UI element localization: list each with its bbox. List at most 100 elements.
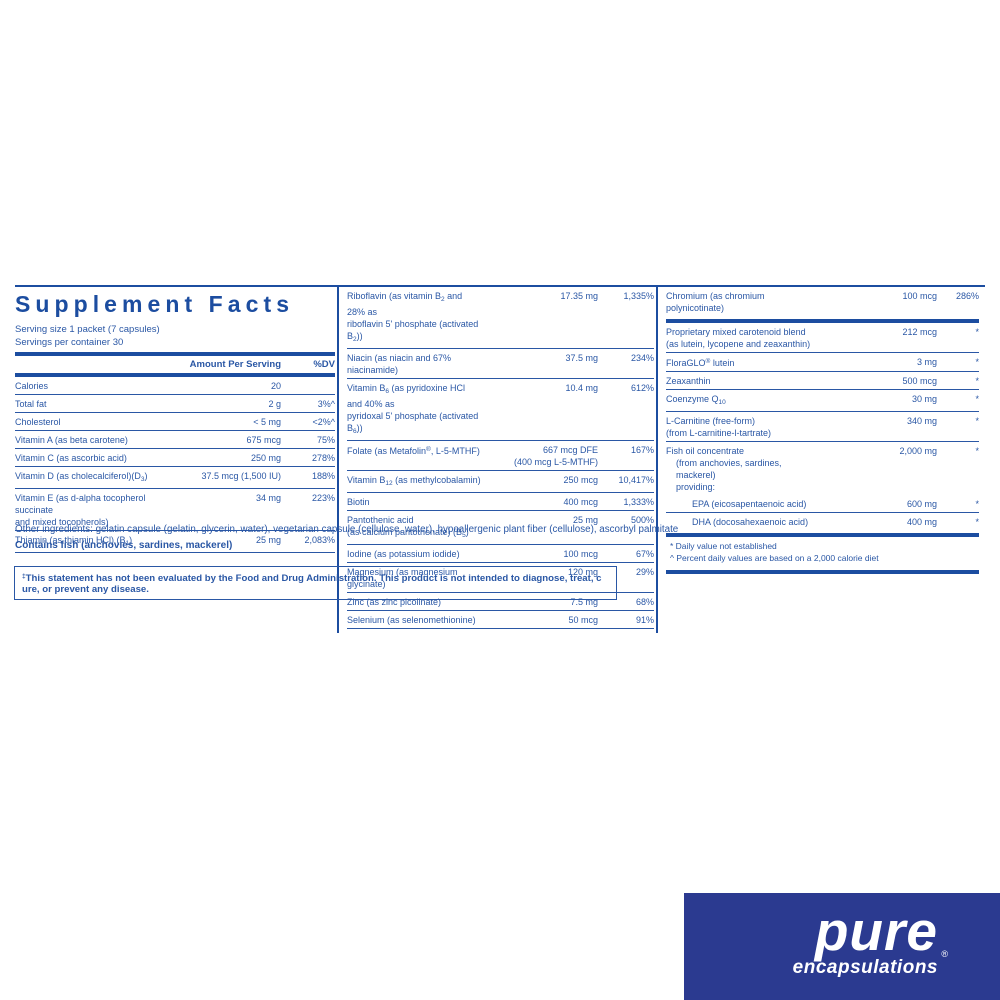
other-ingredients-text: Other ingredients: gelatin capsule (gela… [15, 524, 679, 535]
nutrient-dv: * [975, 415, 979, 426]
nutrient-dv: 1,333% [623, 496, 654, 507]
nutrient-dv: 167% [630, 444, 654, 455]
nutrient-dv: 234% [630, 352, 654, 363]
nutrient-amount: 25 mg [572, 514, 598, 525]
nutrient-name: Proprietary mixed carotenoid blend (as lu… [666, 326, 811, 349]
nutrient-name: EPA (eicosapentaenoic acid) [692, 498, 807, 509]
nutrient-row: DHA (docosahexaenoic acid) 400 mg * [666, 513, 979, 530]
nutrient-dv: 75% [316, 434, 335, 445]
nutrient-name: Folate (as Metafolin®, L-5-MTHF) [347, 445, 480, 456]
facts-column-left: Supplement Facts Serving size 1 packet (… [15, 287, 337, 633]
nutrient-name: Magnesium (as magnesium glycinate) [347, 566, 458, 589]
nutrient-dv: * [975, 356, 979, 367]
nutrient-amount: 30 mg [911, 393, 937, 404]
middle-rows-container: Riboflavin (as vitamin B2 and 28% as ribo… [347, 287, 654, 629]
nutrient-row: Cholesterol < 5 mg <2%^ [15, 413, 335, 431]
nutrient-dv: * [975, 498, 979, 509]
nutrient-row: Magnesium (as magnesium glycinate) 120 mg… [347, 563, 654, 593]
nutrient-amount: 400 mcg [563, 496, 598, 507]
nutrient-row: Proprietary mixed carotenoid blend (as lu… [666, 323, 979, 353]
nutrient-dv: 286% [955, 290, 979, 301]
nutrient-dv: 500% [630, 514, 654, 525]
nutrient-name: Biotin [347, 496, 370, 507]
nutrient-name: Calories [15, 380, 49, 391]
nutrient-dv: <2%^ [312, 416, 336, 427]
nutrient-amount: 250 mg [250, 452, 281, 463]
nutrient-dv: 3%^ [317, 398, 335, 409]
nutrient-row: Calories 20 [15, 377, 335, 395]
separator-bar [666, 319, 979, 323]
nutrient-row: Vitamin B12 (as methylcobalamin) 250 mcg 1… [347, 471, 654, 493]
servings-per-container-line: Servings per container 30 [15, 337, 124, 348]
nutrient-row: Thiamin (as thiamin HCl) (B1) 25 mg 2,083% [15, 531, 335, 553]
nutrient-amount: 340 mg [906, 415, 937, 426]
nutrient-amount: 675 mcg [246, 434, 281, 445]
nutrient-row: Zinc (as zinc picolinate) 7.5 mg 68% [347, 593, 654, 611]
nutrient-name: Zinc (as zinc picolinate) [347, 596, 442, 607]
nutrient-amount: 667 mcg DFE (400 mcg L-5-MTHF) [513, 444, 598, 467]
nutrient-name: L-Carnitine (free-form) (from L-carnitine… [666, 415, 772, 438]
logo-brand-text: pure [814, 900, 938, 962]
facts-column-right: Chromium (as chromium polynicotinate) 100… [656, 287, 981, 633]
nutrient-row: Fish oil concentrate (from anchovies, sar… [666, 442, 979, 495]
nutrient-row: Coenzyme Q10 30 mg * [666, 390, 979, 412]
nutrient-amount: 250 mcg [563, 474, 598, 485]
nutrient-dv: 223% [311, 492, 335, 503]
nutrient-dv: 68% [635, 596, 654, 607]
nutrient-row: Vitamin C (as ascorbic acid) 250 mg 278% [15, 449, 335, 467]
nutrient-row: Vitamin D (as cholecalciferol)(D3) 37.5 m… [15, 467, 335, 489]
nutrient-dv: 1,335% [623, 290, 654, 301]
nutrient-name: Thiamin (as thiamin HCl) (B1) [15, 534, 133, 547]
nutrient-amount: 34 mg [255, 492, 281, 503]
separator-bar [15, 373, 335, 377]
nutrient-amount: 37.5 mg [565, 352, 598, 363]
nutrient-row: Vitamin A (as beta carotene) 675 mcg 75% [15, 431, 335, 449]
nutrient-name: Vitamin D (as cholecalciferol)(D3) [15, 470, 148, 483]
footnote-line: ^ Percent daily values are based on a 2,… [670, 552, 879, 563]
nutrient-row: Biotin 400 mcg 1,333% [347, 493, 654, 511]
nutrient-dv: * [975, 375, 979, 386]
nutrient-row: Total fat 2 g 3%^ [15, 395, 335, 413]
nutrient-name: Cholesterol [15, 416, 61, 427]
nutrient-name: Vitamin B6 (as pyridoxine HCl and 40% as… [347, 382, 479, 435]
serving-size-line: Serving size 1 packet (7 capsules) [15, 324, 160, 335]
nutrient-amount: 37.5 mcg (1,500 IU) [201, 470, 281, 481]
nutrient-name: Vitamin C (as ascorbic acid) [15, 452, 127, 463]
nutrient-amount: 600 mg [906, 498, 937, 509]
nutrient-row: Pantothenic acid (as calcium pantothenate… [347, 511, 654, 545]
nutrient-dv: * [975, 393, 979, 404]
panel-title: Supplement Facts [15, 291, 295, 317]
nutrient-amount: 2,000 mg [899, 445, 937, 456]
registered-trademark-icon: ® [941, 949, 948, 959]
nutrient-name: Fish oil concentrate (from anchovies, sar… [666, 445, 819, 493]
nutrient-row: Niacin (as niacin and 67% niacinamide) 37… [347, 349, 654, 379]
nutrient-name: Pantothenic acid (as calcium pantothenate… [347, 514, 469, 539]
nutrient-row: Vitamin E (as d-alpha tocopherol succina… [15, 489, 335, 531]
nutrient-amount: 7.5 mg [570, 596, 598, 607]
nutrient-amount: 2 g [268, 398, 281, 409]
nutrient-subline: providing: [676, 481, 716, 492]
nutrient-amount: 10.4 mg [565, 382, 598, 393]
nutrient-name: Vitamin A (as beta carotene) [15, 434, 128, 445]
nutrient-amount: 500 mcg [902, 375, 937, 386]
nutrient-amount: 212 mcg [902, 326, 937, 337]
nutrient-dv: * [975, 516, 979, 527]
nutrient-amount: 400 mg [906, 516, 937, 527]
nutrient-amount: 20 [270, 380, 281, 391]
supplement-facts-panel: Supplement Facts Serving size 1 packet (… [15, 285, 985, 633]
header-dv: %DV [313, 359, 335, 370]
separator-bar [666, 570, 979, 574]
nutrient-name: Total fat [15, 398, 47, 409]
right-rows-container: Chromium (as chromium polynicotinate) 100… [666, 287, 979, 537]
nutrient-dv: 29% [635, 566, 654, 577]
nutrient-amount: 120 mg [567, 566, 598, 577]
nutrient-amount: 100 mcg [902, 290, 937, 301]
header-amount-per-serving: Amount Per Serving [189, 359, 281, 370]
dv-footnotes: * Daily value not established ^ Percent d… [666, 537, 979, 568]
nutrient-row: L-Carnitine (free-form) (from L-carnitine… [666, 412, 979, 442]
nutrient-name: Chromium (as chromium polynicotinate) [666, 290, 765, 313]
nutrient-subline: (from anchovies, sardines, mackerel) [676, 457, 782, 480]
nutrient-name: Coenzyme Q10 [666, 393, 726, 406]
pure-encapsulations-logo: pure encapsulations ® [684, 893, 1000, 1000]
nutrient-row: EPA (eicosapentaenoic acid) 600 mg * [666, 495, 979, 513]
